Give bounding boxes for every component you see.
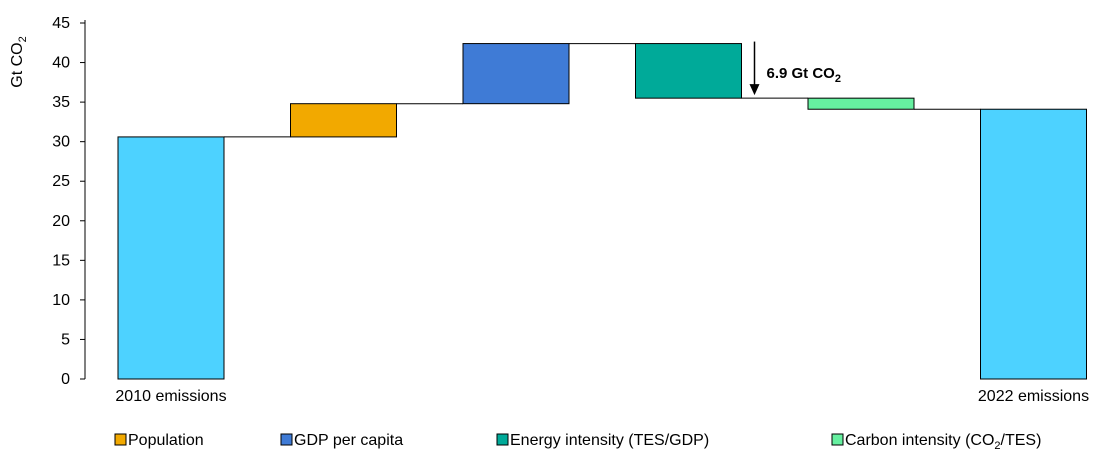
y-tick-label: 0	[61, 371, 70, 388]
category-label: 2010 emissions	[115, 388, 226, 405]
bar-gdp	[462, 43, 570, 105]
legend-swatch	[280, 433, 293, 446]
bar-energy	[635, 43, 742, 99]
y-tick-label: 30	[52, 134, 70, 151]
y-tick-label: 25	[52, 173, 70, 190]
annotation-label: 6.9 Gt CO2	[767, 65, 841, 85]
category-label: 2022 emissions	[978, 388, 1089, 405]
y-tick-label: 15	[52, 252, 70, 269]
legend-label: Carbon intensity (CO2/TES)	[845, 432, 1041, 452]
category-labels: 2010 emissions 2022 emissions	[115, 388, 1089, 405]
legend-swatch	[831, 433, 844, 446]
y-axis-label: Gt CO2	[9, 36, 29, 87]
y-tick-label: 20	[52, 213, 70, 230]
y-axis: 0 5 10 15 20 25 30 35 40 45 Gt CO2	[9, 15, 86, 388]
y-tick-label: 10	[52, 292, 70, 309]
bar-2010-emissions	[117, 136, 225, 380]
legend-label: Energy intensity (TES/GDP)	[510, 432, 709, 449]
bar-2022-emissions	[980, 108, 1087, 380]
y-tick-label: 40	[52, 55, 70, 72]
chart-bars	[117, 43, 1087, 380]
y-tick-label: 45	[52, 15, 70, 32]
legend: Population GDP per capita Energy intensity…	[114, 432, 1041, 452]
legend-label: GDP per capita	[294, 432, 403, 449]
annotation-arrow-head	[749, 84, 760, 96]
connector-lines	[224, 43, 981, 138]
annotation: 6.9 Gt CO2	[749, 41, 841, 96]
legend-label: Population	[128, 432, 204, 449]
bar-carbon	[807, 97, 915, 110]
y-tick-label: 5	[61, 331, 70, 348]
legend-swatch	[496, 433, 509, 446]
bar-population	[290, 103, 397, 138]
y-tick-label: 35	[52, 94, 70, 111]
legend-swatch	[114, 433, 127, 446]
